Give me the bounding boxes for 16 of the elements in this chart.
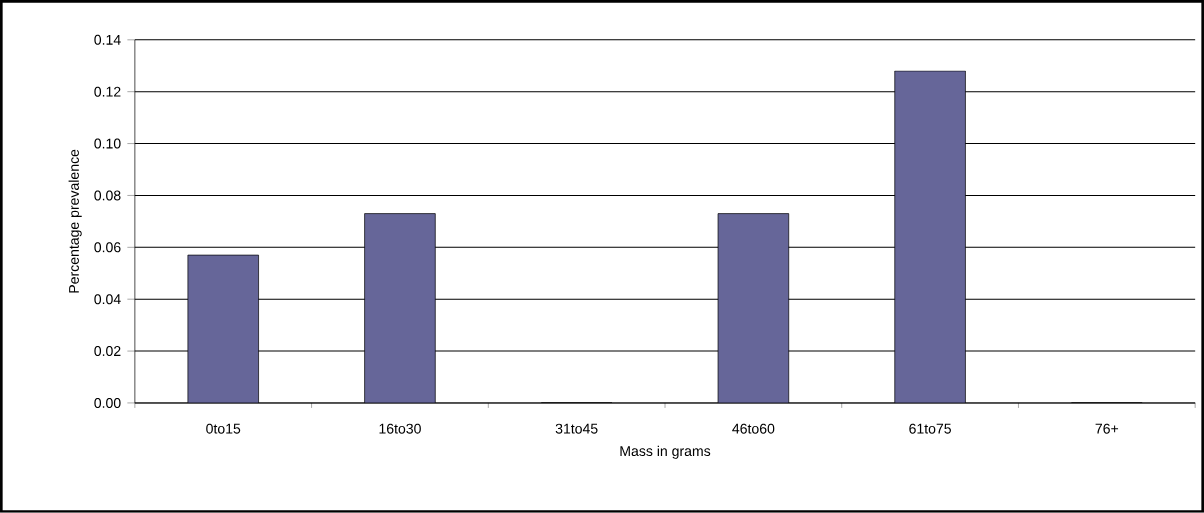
y-tick-label: 0.14 [94, 34, 121, 45]
x-tick-label: 0to15 [206, 423, 241, 434]
x-tick-label: 46to60 [732, 423, 775, 434]
y-tick-label: 0.02 [94, 346, 121, 357]
y-tick-label: 0.04 [94, 294, 121, 305]
x-axis-title: Mass in grams [620, 445, 711, 459]
x-tick-label: 76+ [1095, 423, 1119, 434]
y-tick-label: 0.00 [94, 398, 121, 409]
y-tick-label: 0.12 [94, 86, 121, 97]
x-tick-label: 16to30 [379, 423, 421, 434]
x-tick-label: 61to75 [909, 423, 951, 434]
y-tick-label: 0.06 [94, 242, 121, 253]
x-tick-label: 31to45 [555, 423, 598, 434]
y-tick-label: 0.08 [94, 190, 121, 201]
y-axis-title: Percentage prevalence [68, 149, 82, 293]
y-tick-label: 0.10 [94, 138, 121, 149]
